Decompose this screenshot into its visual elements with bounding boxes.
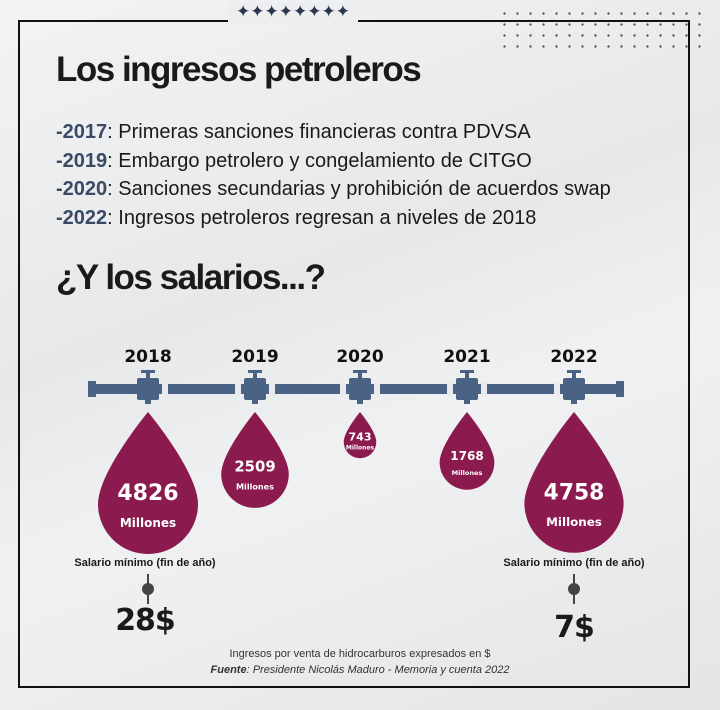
dots-decoration [498,8,708,52]
valve-stem [572,372,576,380]
oil-drop [221,412,289,508]
pipe-end-right [616,381,624,397]
drop-value: 1768 [450,449,484,463]
salary-dot [142,583,154,595]
valve-handle [460,370,474,373]
pipe-end-left [88,381,96,397]
valve-handle [141,370,155,373]
pipe-gap [235,382,241,396]
drop-unit: Millones [452,469,483,477]
drop-unit: Millones [236,482,274,492]
drop-value: 4758 [544,480,605,505]
valve-spout [357,398,363,404]
pipe-gap [374,382,380,396]
footer-note: Ingresos por venta de hidrocarburos expr… [229,648,491,660]
footer-source: Fuente: Presidente Nicolás Maduro - Memo… [210,664,510,676]
event-item: -2017: Primeras sanciones financieras co… [56,121,531,143]
event-item: -2019: Embargo petrolero y congelamiento… [56,149,532,172]
valve-handle [567,370,581,373]
drop-unit: Millones [546,515,602,529]
valve-spout [464,398,470,404]
oil-drop [439,412,495,490]
valve-icon [244,378,266,400]
pipe-gap [340,382,346,396]
valve-spout [252,398,258,404]
year-label: 2019 [231,347,278,367]
drop-unit: Millones [120,516,176,530]
valve-icon [563,378,585,400]
oil-drop [524,412,624,553]
valve-handle [248,370,262,373]
salary-dot [568,583,580,595]
events-list: -2017: Primeras sanciones financieras co… [56,118,611,232]
year-label: 2018 [124,347,171,367]
valve-icon [456,378,478,400]
page-title: Los ingresos petroleros [56,50,422,89]
oil-drop [98,412,198,554]
salary-label-2018: Salario mínimo (fin de año) [74,557,216,569]
subtitle: ¿Y los salarios...? [56,258,326,297]
salary-value-2018: 28$ [115,603,176,638]
pipe-gap [162,382,168,396]
valve-spout [145,398,151,404]
valve-spout [571,398,577,404]
drop-value: 743 [349,431,372,444]
pipe-gap [481,382,487,396]
valve-stem [465,372,469,380]
salary-value-2022: 7$ [554,610,595,645]
event-item: -2020: Sanciones secundarias y prohibici… [56,178,611,200]
drop-value: 4826 [117,481,178,506]
event-item: -2022: Ingresos petroleros regresan a ni… [56,206,537,229]
year-label: 2021 [443,347,490,367]
drop-unit: Millones [346,445,375,452]
oil-drop [343,412,377,459]
pipe-gap [269,382,275,396]
valve-stem [146,372,150,380]
drop-value: 2509 [234,457,275,475]
pipe-gap [447,382,453,396]
stars-decoration: ✦✦✦✦✦✦✦✦ [228,2,358,24]
valve-icon [137,378,159,400]
year-label: 2020 [336,347,383,367]
year-label: 2022 [550,347,597,367]
salary-label-2022: Salario mínimo (fin de año) [503,557,645,569]
pipe-gap [554,382,560,396]
valve-handle [353,370,367,373]
valve-stem [358,372,362,380]
valve-icon [349,378,371,400]
valve-stem [253,372,257,380]
